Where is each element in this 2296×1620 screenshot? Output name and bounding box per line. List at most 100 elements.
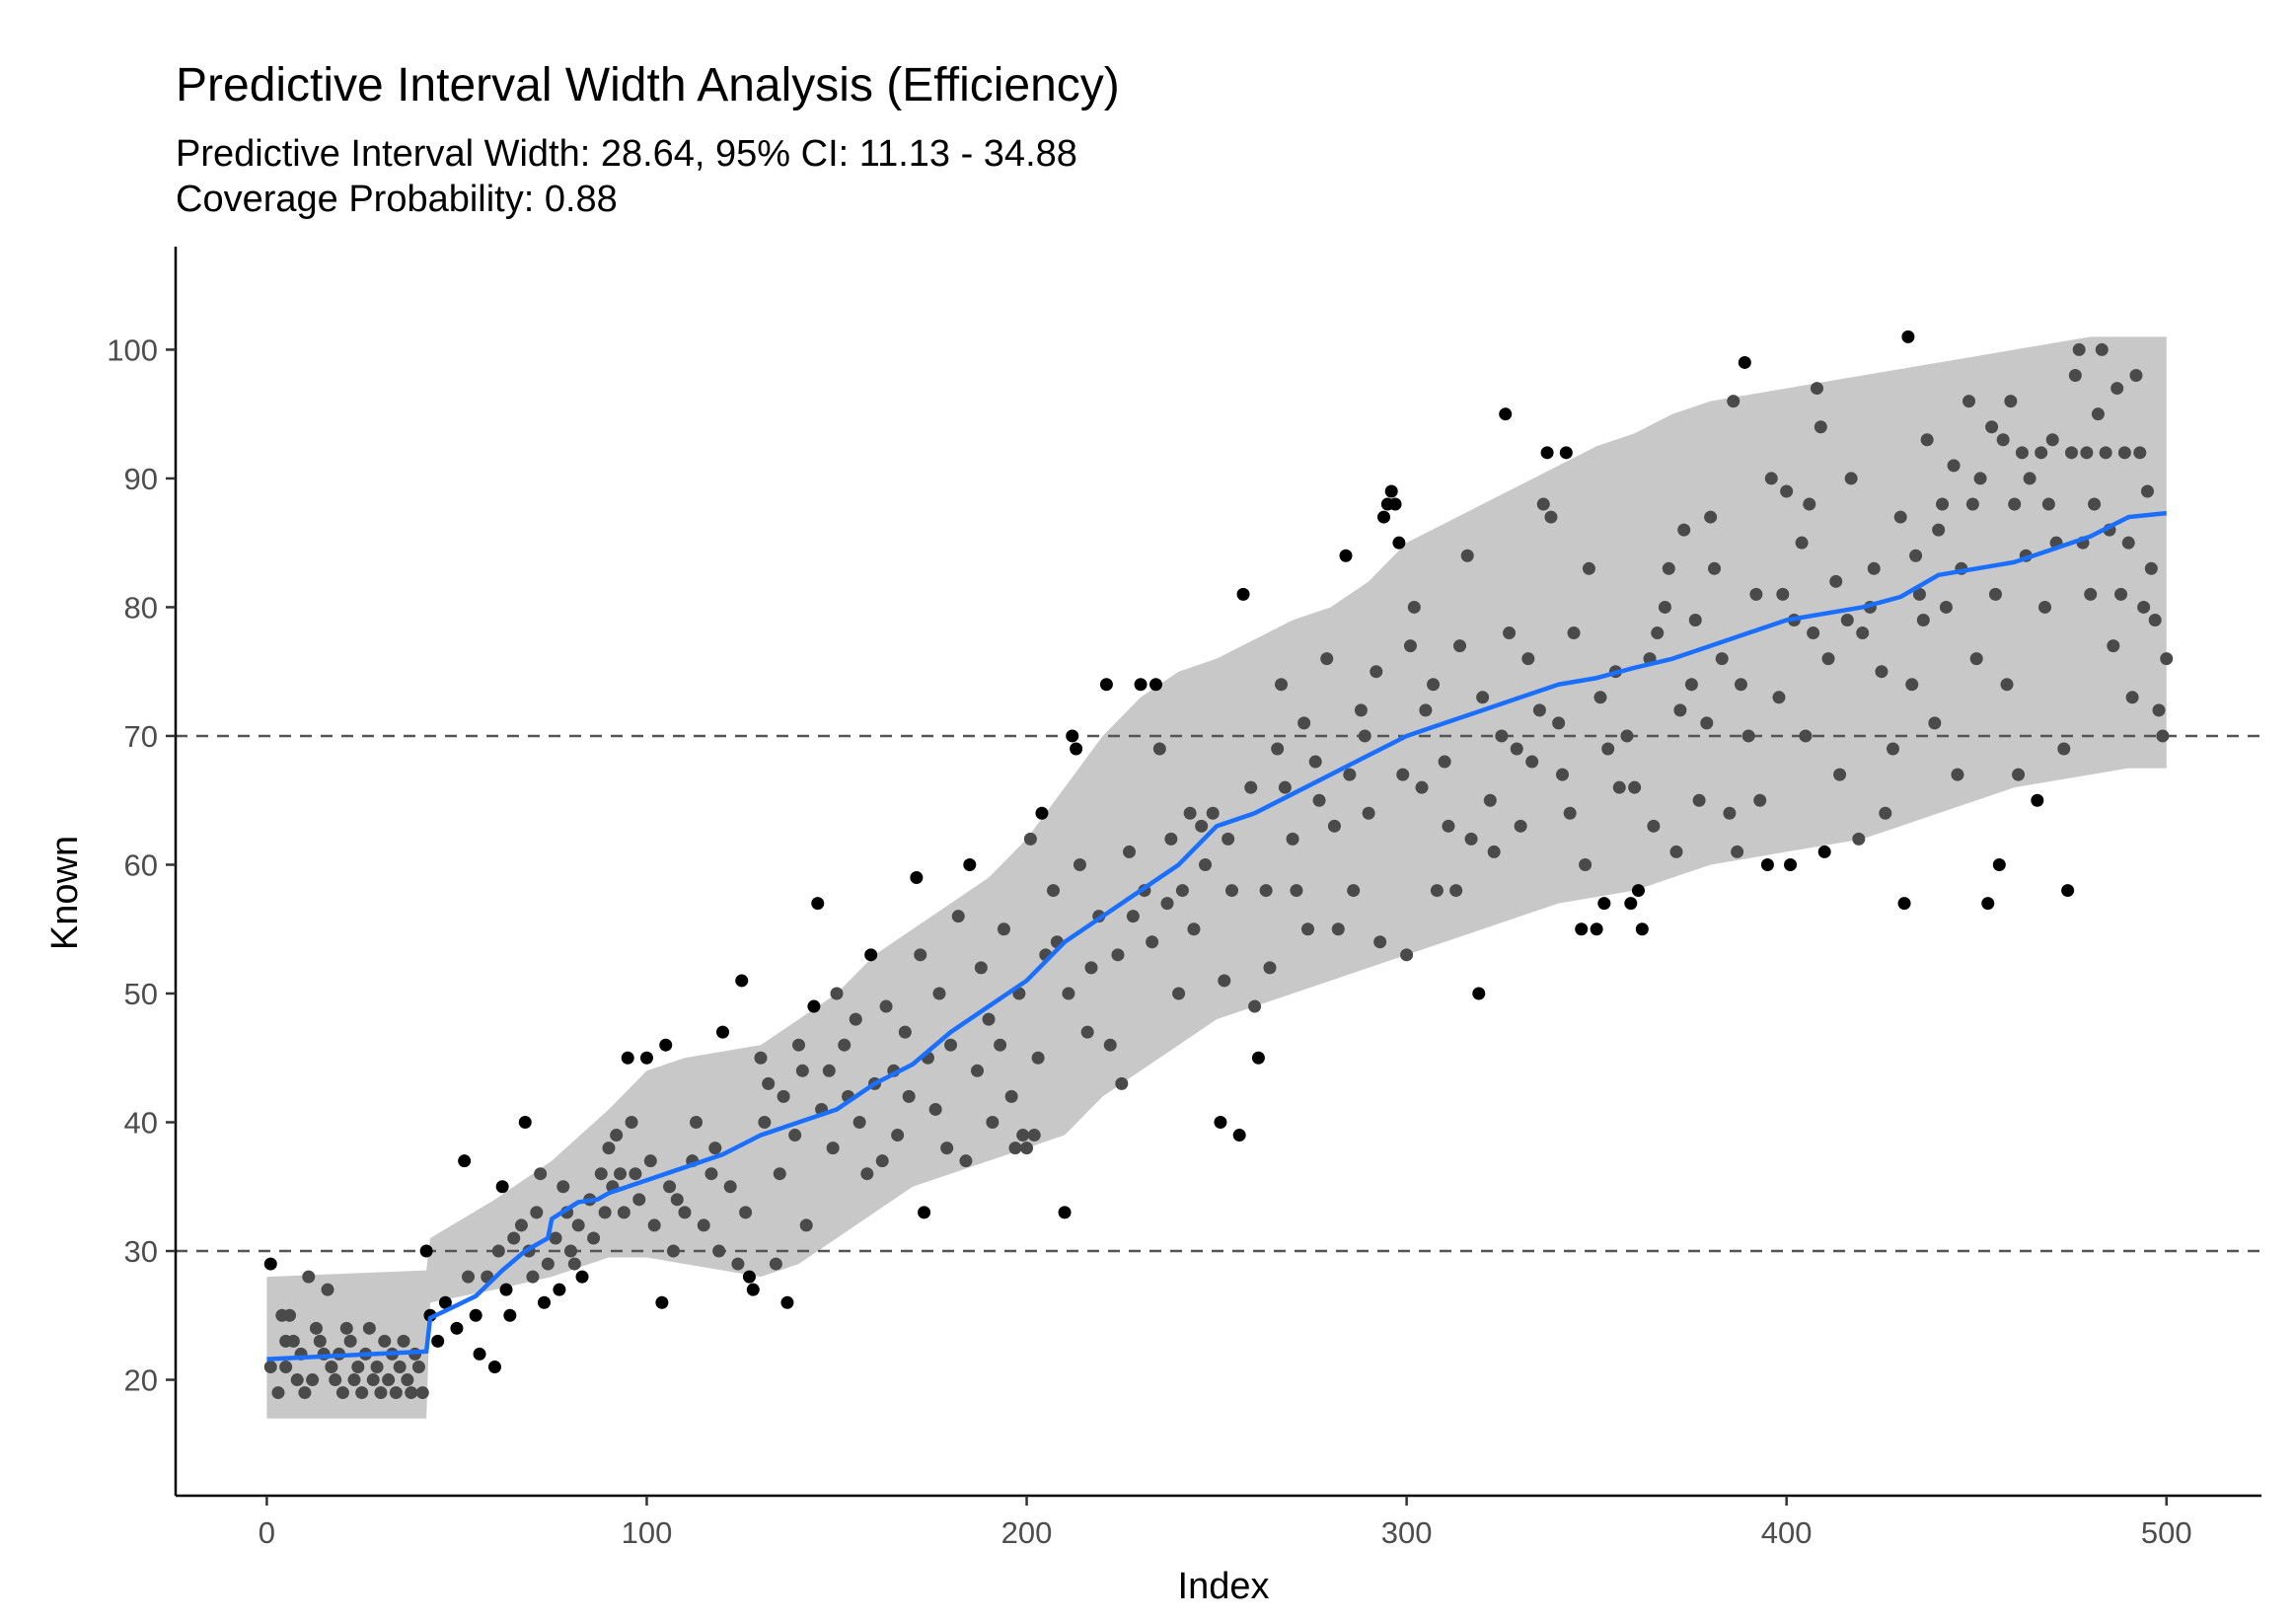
data-point — [401, 1373, 414, 1387]
data-point — [2000, 678, 2014, 692]
data-point — [473, 1347, 486, 1361]
data-point — [571, 1218, 585, 1232]
data-point — [1928, 716, 1942, 730]
data-point — [1164, 832, 1178, 846]
data-point — [2061, 884, 2075, 898]
data-point — [2072, 342, 2086, 356]
data-point — [951, 910, 965, 923]
data-point — [382, 1373, 396, 1387]
data-point — [1920, 433, 1934, 447]
data-point — [1772, 691, 1786, 704]
y-tick-label: 40 — [124, 1106, 158, 1141]
data-point — [2111, 382, 2124, 396]
data-point — [849, 1012, 862, 1026]
data-point — [1715, 652, 1729, 666]
data-point — [2160, 652, 2174, 666]
data-point — [415, 1386, 429, 1400]
data-point — [313, 1334, 327, 1348]
data-point — [347, 1373, 361, 1387]
data-point — [1981, 897, 1995, 911]
data-point — [864, 948, 878, 962]
data-point — [518, 1116, 532, 1130]
data-point — [1358, 729, 1371, 743]
data-point — [1442, 819, 1455, 833]
data-point — [1628, 780, 1642, 794]
data-point — [1829, 574, 1843, 588]
data-point — [549, 1231, 562, 1245]
data-point — [1590, 922, 1603, 936]
data-point — [1308, 755, 1322, 769]
data-point — [1521, 652, 1535, 666]
data-point — [1206, 806, 1220, 820]
data-point — [339, 1321, 353, 1335]
data-point — [1377, 510, 1391, 524]
data-point — [2144, 561, 2158, 575]
data-point — [514, 1218, 528, 1232]
y-axis-title: Known — [44, 836, 86, 950]
data-point — [758, 1116, 772, 1130]
data-point — [1552, 716, 1566, 730]
fit-line — [266, 510, 2167, 1362]
data-point — [1099, 678, 1113, 692]
data-point — [1875, 665, 1889, 679]
data-point — [1331, 922, 1345, 936]
data-point — [1392, 536, 1406, 550]
data-point — [940, 1141, 954, 1155]
data-point — [1236, 587, 1250, 601]
data-point — [777, 1089, 790, 1103]
data-point — [469, 1308, 482, 1322]
data-point — [1563, 806, 1577, 820]
data-point — [1764, 472, 1778, 485]
data-point — [1555, 768, 1569, 781]
data-point — [1624, 897, 1638, 911]
data-point — [1495, 729, 1509, 743]
data-point — [1134, 678, 1148, 692]
data-point — [1814, 420, 1827, 434]
x-axis-title: Index — [1178, 1566, 1270, 1607]
data-point — [1912, 587, 1926, 601]
data-point — [898, 1025, 912, 1039]
data-point — [594, 1167, 608, 1181]
data-point — [795, 1064, 809, 1077]
data-point — [1684, 678, 1698, 692]
data-point — [495, 1180, 509, 1194]
data-point — [1004, 1089, 1018, 1103]
data-point — [1195, 819, 1209, 833]
data-point — [1936, 497, 1950, 511]
data-point — [1620, 729, 1634, 743]
data-point — [1821, 652, 1835, 666]
data-point — [1312, 793, 1326, 807]
data-point — [1662, 561, 1675, 575]
data-point — [1400, 948, 1414, 962]
data-point — [1407, 600, 1421, 614]
data-point — [1700, 716, 1714, 730]
data-point — [397, 1334, 410, 1348]
data-point — [1183, 806, 1197, 820]
data-point — [1214, 1116, 1227, 1130]
data-point — [2091, 407, 2105, 421]
data-point — [1540, 446, 1554, 460]
data-point — [2125, 691, 2139, 704]
data-point — [1483, 793, 1497, 807]
data-point — [1965, 497, 1979, 511]
data-point — [1658, 600, 1671, 614]
data-point — [2114, 587, 2128, 601]
data-point — [1909, 549, 1923, 562]
data-point — [1612, 780, 1626, 794]
data-point — [1867, 561, 1881, 575]
data-point — [1263, 961, 1277, 975]
prediction-interval-band — [266, 336, 2167, 1419]
data-point — [1852, 832, 1866, 846]
data-point — [617, 1206, 630, 1219]
data-point — [1784, 857, 1798, 871]
data-point — [526, 1270, 540, 1284]
data-point — [2117, 446, 2131, 460]
data-point — [1856, 626, 1870, 640]
data-point — [1985, 420, 1999, 434]
data-point — [994, 1038, 1007, 1052]
data-point — [1362, 806, 1375, 820]
data-point — [1384, 484, 1398, 498]
data-point — [302, 1270, 316, 1284]
data-point — [879, 999, 893, 1013]
data-point — [1807, 626, 1820, 640]
